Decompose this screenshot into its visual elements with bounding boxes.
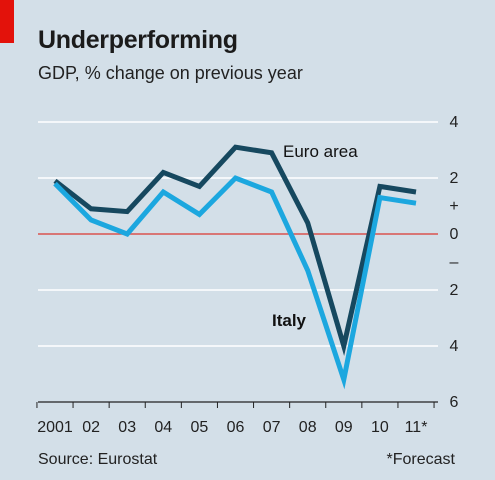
y-tick-label: 6 (450, 394, 459, 411)
series-label-italy: Italy (272, 311, 307, 330)
forecast-note: *Forecast (386, 451, 455, 468)
chart-subtitle: GDP, % change on previous year (38, 63, 303, 83)
x-tick-label: 07 (263, 419, 281, 436)
y-tick-label: – (450, 254, 459, 271)
x-tick-label: 05 (191, 419, 209, 436)
x-tick-label: 08 (299, 419, 317, 436)
x-tick-label: 04 (154, 419, 172, 436)
y-tick-label: 0 (450, 226, 459, 243)
chart-title: Underperforming (38, 26, 238, 54)
series-label-euro-area: Euro area (283, 142, 358, 161)
x-tick-label: 02 (82, 419, 100, 436)
accent-bar (0, 0, 14, 43)
x-tick-label: 11* (405, 419, 428, 436)
y-tick-label: 4 (450, 114, 459, 131)
y-tick-label: 4 (450, 338, 459, 355)
x-tick-label: 2001 (37, 419, 73, 436)
x-tick-label: 09 (335, 419, 353, 436)
x-tick-label: 06 (227, 419, 245, 436)
y-tick-label: 2 (450, 170, 459, 187)
x-tick-label: 10 (371, 419, 389, 436)
x-tick-label: 03 (118, 419, 136, 436)
y-tick-label: + (449, 198, 458, 215)
source-note: Source: Eurostat (38, 451, 158, 468)
y-tick-label: 2 (450, 282, 459, 299)
